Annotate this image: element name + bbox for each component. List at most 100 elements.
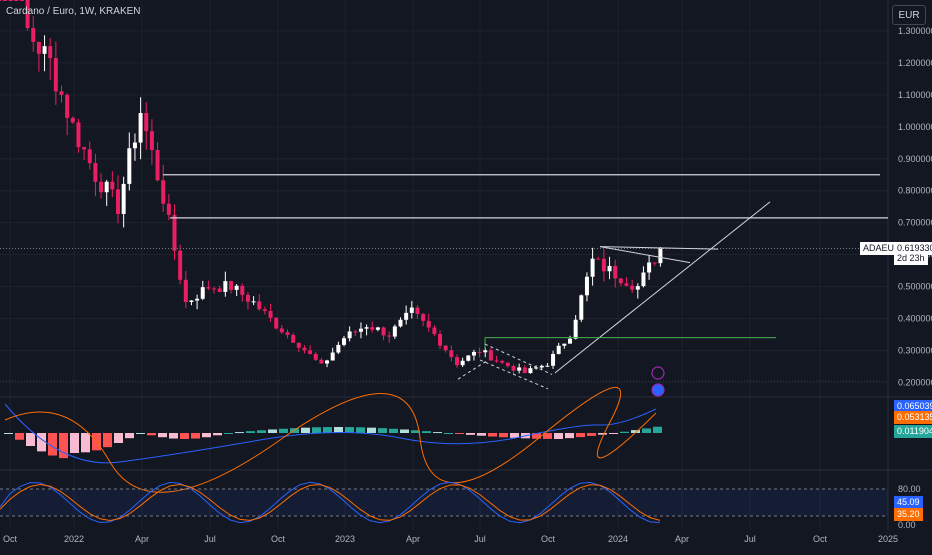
macd-histogram-bar: [125, 433, 134, 439]
time-tick-label: 2024: [608, 534, 628, 544]
candle-body: [483, 350, 488, 353]
candle-body: [392, 326, 397, 337]
macd-histogram-bar: [334, 427, 343, 433]
candle-body: [161, 180, 166, 204]
price-tick-label: 0.500000: [898, 282, 932, 292]
macd-histogram-bar: [411, 430, 420, 433]
candle-body: [415, 307, 420, 315]
macd-histogram-bar: [422, 431, 431, 433]
candle-body: [466, 355, 471, 361]
candle-body: [556, 345, 561, 354]
macd-histogram-bar: [367, 427, 376, 433]
macd-histogram-bar: [70, 433, 79, 453]
time-tick-label: Oct: [271, 534, 286, 544]
candle-body: [59, 91, 64, 95]
countdown-tag: 2d 23h: [894, 252, 928, 265]
candle-body: [121, 183, 126, 214]
candle-body: [31, 28, 36, 42]
stoch-k-tag: 45.09: [894, 496, 923, 509]
time-tick-label: Jul: [474, 534, 486, 544]
candle-body: [110, 181, 115, 190]
candle-body: [641, 272, 646, 287]
macd-histogram-bar: [642, 428, 651, 433]
candle-body: [3, 0, 7, 1]
candle-body: [528, 368, 533, 374]
candle-body: [53, 58, 58, 92]
macd-histogram-bar: [543, 433, 552, 439]
macd-histogram-bar: [169, 433, 178, 439]
candle-body: [579, 295, 584, 320]
candle-body: [398, 319, 403, 327]
stoch-k-line: [0, 481, 661, 524]
candle-body: [647, 262, 652, 273]
candle-body: [229, 281, 233, 290]
candle-body: [189, 300, 194, 303]
candle-body: [291, 334, 296, 343]
candle-body: [138, 113, 143, 143]
time-tick-label: Jul: [204, 534, 216, 544]
macd-histogram-bar: [499, 433, 508, 438]
time-tick-label: Apr: [135, 534, 149, 544]
macd-histogram-bar: [158, 433, 167, 438]
macd-histogram-bar: [114, 433, 123, 443]
candle-body: [409, 307, 414, 313]
macd-line-tag: 0.053135: [894, 411, 932, 424]
stoch-d-line: [0, 483, 661, 522]
candle-body: [426, 320, 431, 328]
candle-body: [404, 312, 409, 320]
candle-body: [65, 94, 70, 118]
candle-body: [42, 46, 47, 54]
candle-body: [93, 163, 98, 182]
macd-histogram-bar: [488, 433, 497, 437]
candle-body: [596, 258, 601, 260]
candle-body: [347, 331, 352, 339]
candle-body: [245, 294, 250, 302]
price-tick-label: 1.200000: [898, 58, 932, 68]
candle-body: [76, 122, 81, 148]
candle-body: [325, 360, 330, 364]
macd-histogram-bar: [323, 427, 332, 433]
candle-body: [505, 362, 510, 367]
candle-body: [607, 265, 612, 272]
candle-body: [568, 338, 572, 344]
candle-body: [630, 285, 635, 290]
candle-body: [302, 347, 307, 351]
macd-histogram-bar: [202, 433, 211, 438]
macd-histogram-bar: [653, 426, 662, 433]
candle-body: [70, 117, 75, 123]
candle-body: [212, 288, 217, 290]
candle-body: [183, 279, 188, 303]
time-tick-label: Oct: [3, 534, 18, 544]
candle-body: [178, 250, 183, 280]
candle-body: [104, 181, 109, 193]
macd-hist-tag: 0.011904: [894, 425, 932, 438]
last-price-tag: 0.619330: [894, 242, 932, 255]
candle-body: [240, 285, 245, 295]
price-tick-label: 0.800000: [898, 186, 932, 196]
candle-body: [36, 41, 41, 54]
macd-histogram-bar: [301, 427, 310, 433]
candle-body: [262, 309, 267, 311]
event-marker-icon: [651, 366, 665, 380]
candle-body: [19, 0, 24, 1]
wedge-top-line: [599, 246, 719, 250]
macd-signal-line: [4, 387, 657, 493]
macd-histogram-bar: [257, 430, 266, 433]
currency-button[interactable]: EUR: [892, 5, 926, 25]
macd-histogram-bar: [554, 433, 563, 439]
candle-body: [387, 335, 392, 337]
macd-histogram-bar: [147, 433, 156, 436]
candle-body: [319, 359, 324, 364]
candle-body: [494, 360, 499, 362]
candle-body: [25, 0, 30, 29]
candle-body: [285, 332, 290, 335]
macd-histogram-bar: [4, 433, 13, 434]
candle-body: [132, 142, 137, 149]
candle-body: [217, 288, 222, 292]
macd-histogram-bar: [48, 433, 57, 456]
candle-body: [172, 214, 177, 251]
time-tick-label: Apr: [406, 534, 420, 544]
macd-histogram-bar: [191, 433, 200, 439]
